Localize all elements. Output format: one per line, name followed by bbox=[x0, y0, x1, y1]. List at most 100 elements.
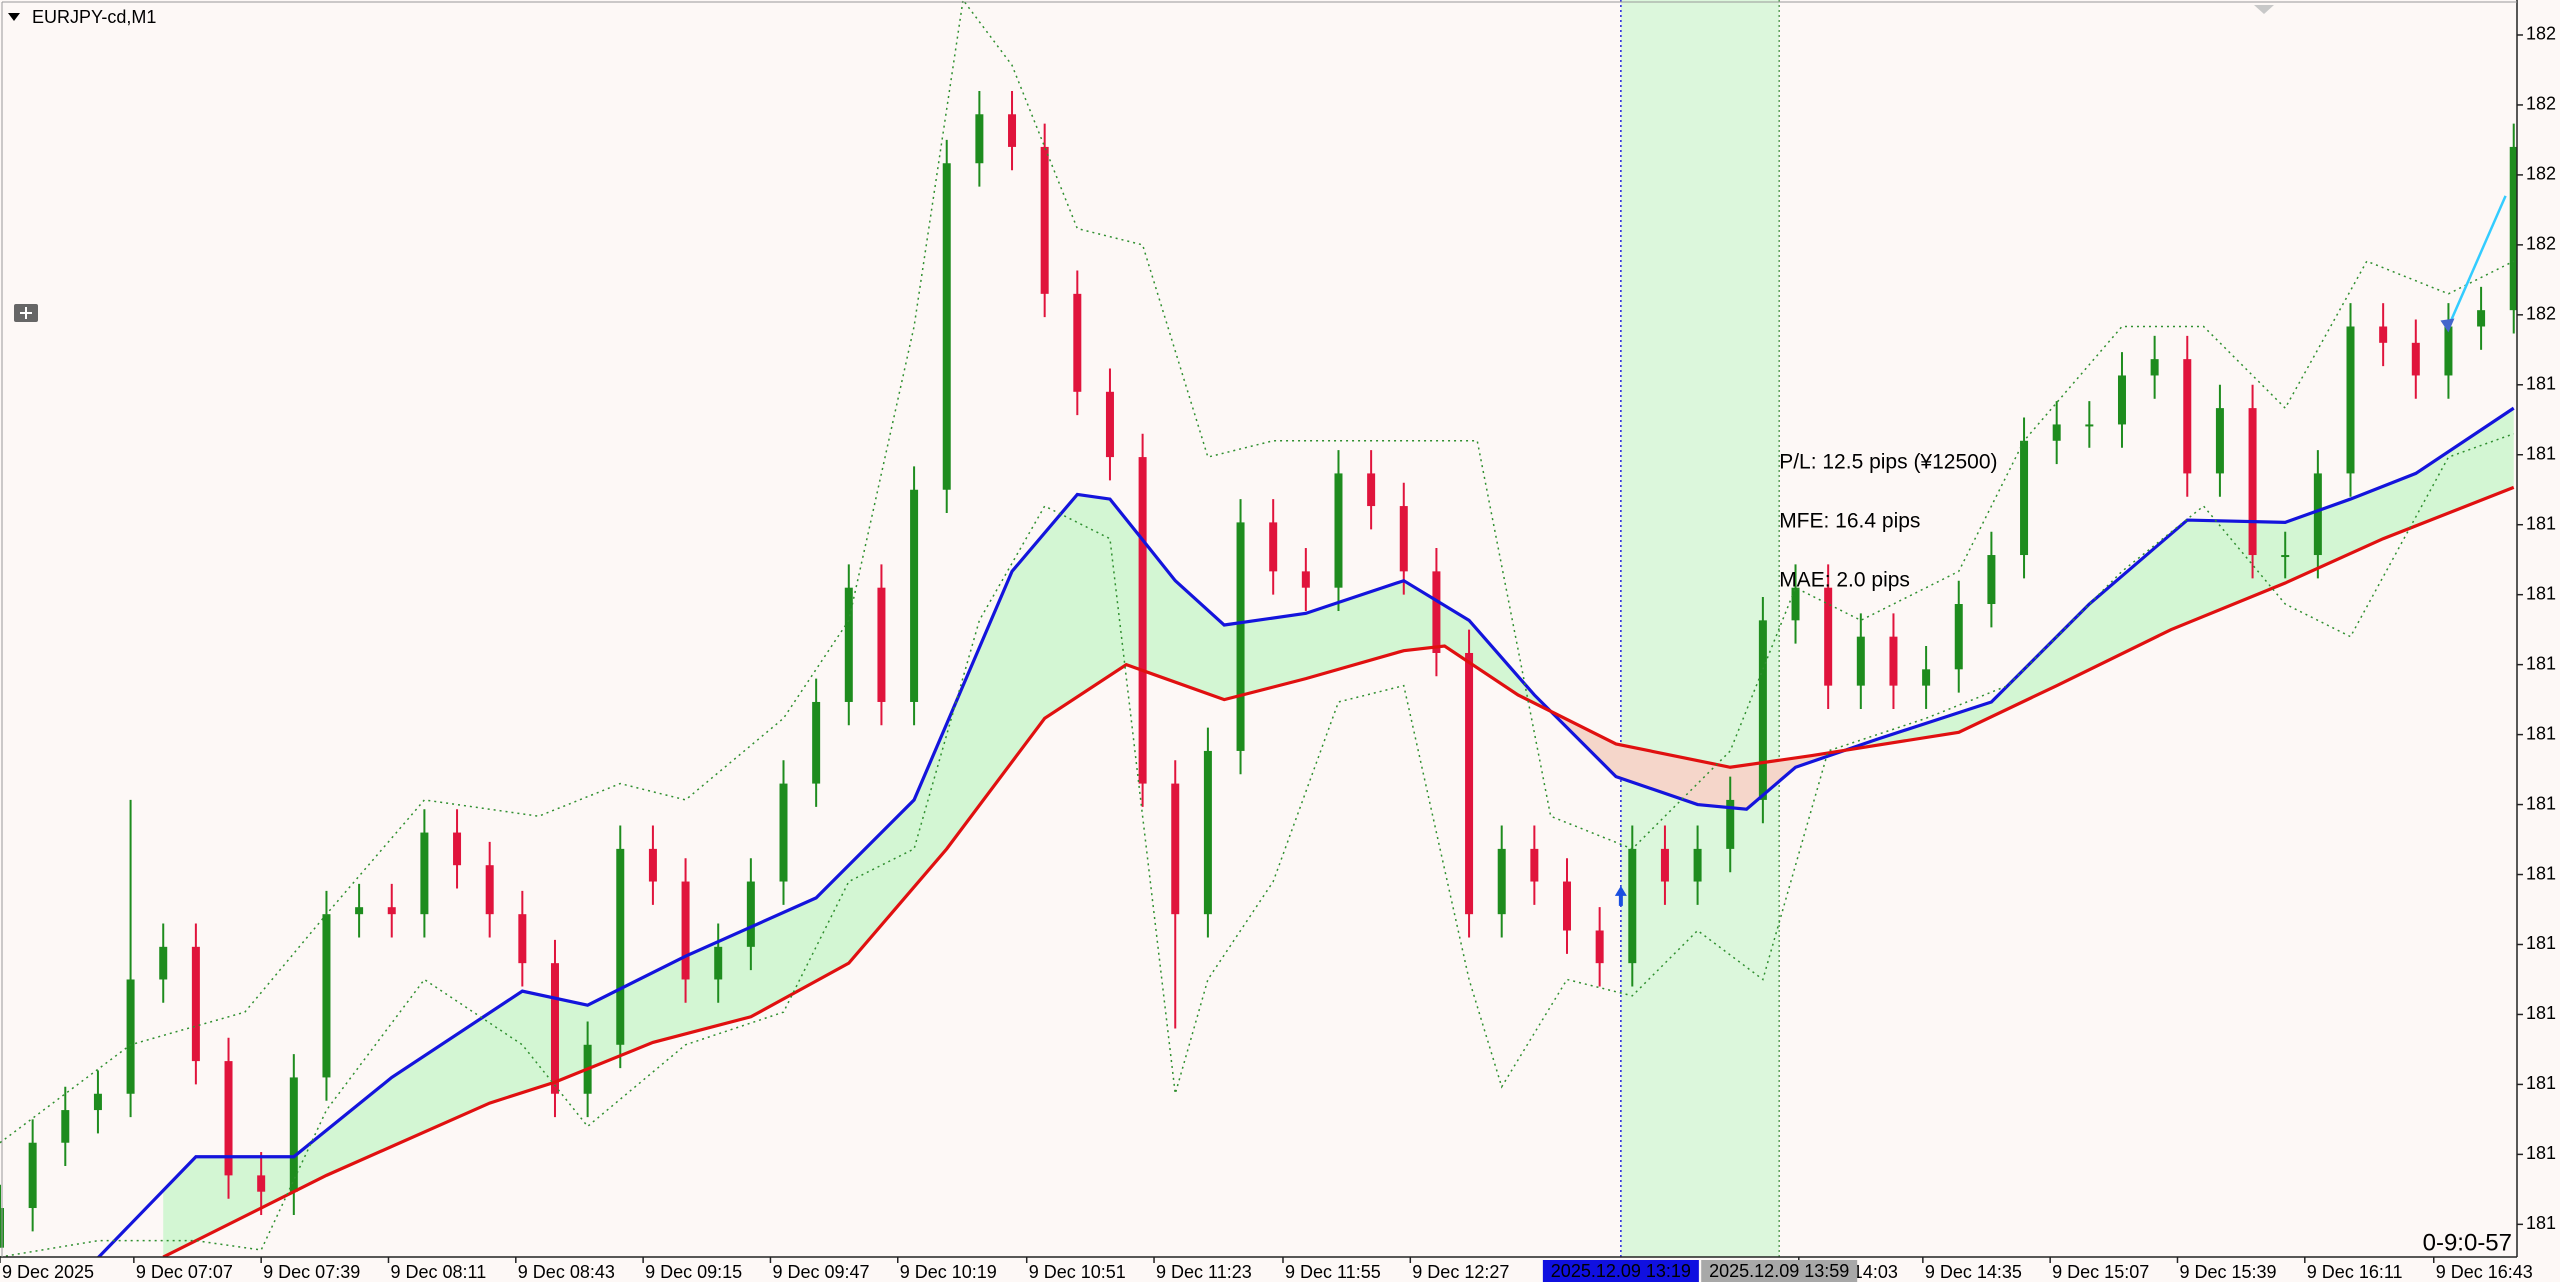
y-tick-label: 182 bbox=[2526, 234, 2556, 254]
candle-body bbox=[942, 163, 951, 490]
trade-annotation: MFE: 16.4 pips bbox=[1779, 510, 1920, 533]
candle-body bbox=[1040, 146, 1049, 294]
band-line bbox=[0, 433, 2514, 1257]
candle-body bbox=[1791, 587, 1800, 621]
candle-body bbox=[159, 946, 168, 980]
candle-body bbox=[910, 489, 919, 702]
timer: 0-9:0-57 bbox=[2423, 1229, 2512, 1256]
candle-body bbox=[257, 1175, 266, 1192]
y-tick-label: 181 bbox=[2526, 374, 2556, 394]
candle-body bbox=[1726, 799, 1735, 849]
candle-body bbox=[1824, 587, 1833, 686]
ma-line bbox=[96, 406, 2515, 1257]
candle-body bbox=[1334, 473, 1343, 588]
x-tick-label: 9 Dec 09:15 bbox=[645, 1262, 742, 1282]
candle-body bbox=[61, 1110, 70, 1143]
candle-body bbox=[1432, 571, 1441, 653]
candle-body bbox=[1954, 604, 1963, 670]
band-line bbox=[0, 0, 2515, 1144]
candle-body bbox=[2411, 342, 2420, 376]
y-tick-label: 181 bbox=[2526, 793, 2556, 813]
candle-body bbox=[616, 848, 625, 1045]
plot-area bbox=[0, 0, 2517, 1257]
expand-icon bbox=[20, 307, 32, 319]
x-tick-label: 9 Dec 2025 bbox=[2, 1262, 94, 1282]
candle-body bbox=[453, 832, 462, 866]
y-tick-label: 181 bbox=[2526, 1143, 2556, 1163]
entry-arrow bbox=[1614, 885, 1627, 906]
y-tick-label: 181 bbox=[2526, 583, 2556, 603]
y-tick-label: 182 bbox=[2526, 164, 2556, 184]
candle-body bbox=[355, 907, 364, 915]
candle-body bbox=[93, 1093, 102, 1111]
x-tick-label: 9 Dec 10:19 bbox=[900, 1262, 997, 1282]
y-tick-label: 181 bbox=[2526, 1003, 2556, 1023]
candle-body bbox=[844, 587, 853, 702]
candle-body bbox=[1138, 457, 1147, 784]
candle-body bbox=[1203, 750, 1212, 915]
y-tick-label: 181 bbox=[2526, 933, 2556, 953]
candle-body bbox=[714, 946, 723, 980]
candle-body bbox=[877, 587, 886, 702]
candle-body bbox=[2444, 326, 2453, 376]
candle-body bbox=[2085, 424, 2094, 427]
y-tick-label: 182 bbox=[2526, 24, 2556, 44]
candle-body bbox=[1236, 522, 1245, 751]
candle-body bbox=[1856, 636, 1865, 686]
candle-body bbox=[1922, 669, 1931, 686]
candle-body bbox=[2183, 359, 2192, 474]
trade-annotation: P/L: 12.5 pips (¥12500) bbox=[1779, 451, 1997, 474]
time-highlight bbox=[1542, 1260, 1699, 1282]
candle-body bbox=[518, 914, 527, 964]
y-tick-label: 181 bbox=[2526, 863, 2556, 883]
candle-body bbox=[191, 946, 200, 1062]
candle-body bbox=[1399, 506, 1408, 572]
candle-body bbox=[224, 1061, 233, 1176]
x-tick-label: 9 Dec 16:11 bbox=[2307, 1262, 2403, 1282]
candle-body bbox=[550, 963, 559, 1094]
candle-body bbox=[2477, 310, 2486, 327]
candle-body bbox=[1497, 848, 1506, 915]
y-tick-label: 181 bbox=[2526, 1073, 2556, 1093]
menu-triangle[interactable] bbox=[8, 13, 20, 21]
candle-body bbox=[1987, 555, 1996, 605]
trade-box bbox=[1620, 0, 1780, 1257]
candle-body bbox=[2117, 375, 2126, 425]
candle-body bbox=[681, 881, 690, 980]
ma-line bbox=[162, 485, 2515, 1257]
x-tick-label: 9 Dec 12:27 bbox=[1412, 1262, 1509, 1282]
candle-body bbox=[779, 783, 788, 882]
candle-body bbox=[2052, 424, 2061, 441]
candle-body bbox=[2020, 440, 2029, 556]
y-tick-label: 182 bbox=[2526, 304, 2556, 324]
candle-body bbox=[648, 848, 657, 882]
candle-body bbox=[2215, 408, 2224, 474]
trade-line bbox=[2447, 195, 2507, 327]
candle-body bbox=[1758, 620, 1767, 800]
x-tick-label: 9 Dec 10:51 bbox=[1029, 1262, 1126, 1282]
candle-body bbox=[1008, 114, 1017, 147]
candle-body bbox=[2346, 326, 2355, 474]
candle-body bbox=[1595, 930, 1604, 964]
candle-body bbox=[1171, 783, 1180, 915]
candle-body bbox=[1367, 473, 1376, 507]
candle-body bbox=[1660, 848, 1669, 882]
y-tick-label: 181 bbox=[2526, 444, 2556, 464]
candle-body bbox=[2379, 326, 2388, 343]
candle-body bbox=[1073, 293, 1082, 392]
y-tick-label: 181 bbox=[2526, 653, 2556, 673]
x-tick-label: 9 Dec 09:47 bbox=[772, 1262, 869, 1282]
y-tick-label: 181 bbox=[2526, 513, 2556, 533]
trade-marker bbox=[2440, 318, 2455, 333]
candle-body bbox=[975, 114, 984, 164]
x-tick-label: 9 Dec 15:39 bbox=[2179, 1262, 2276, 1282]
x-tick-label: 9 Dec 08:11 bbox=[390, 1262, 486, 1282]
candle-body bbox=[1530, 848, 1539, 882]
candle-body bbox=[2248, 408, 2257, 556]
candle-body bbox=[289, 1077, 298, 1192]
candle-body bbox=[1465, 652, 1474, 915]
candle-body bbox=[485, 865, 494, 915]
candle-body bbox=[2509, 146, 2517, 311]
